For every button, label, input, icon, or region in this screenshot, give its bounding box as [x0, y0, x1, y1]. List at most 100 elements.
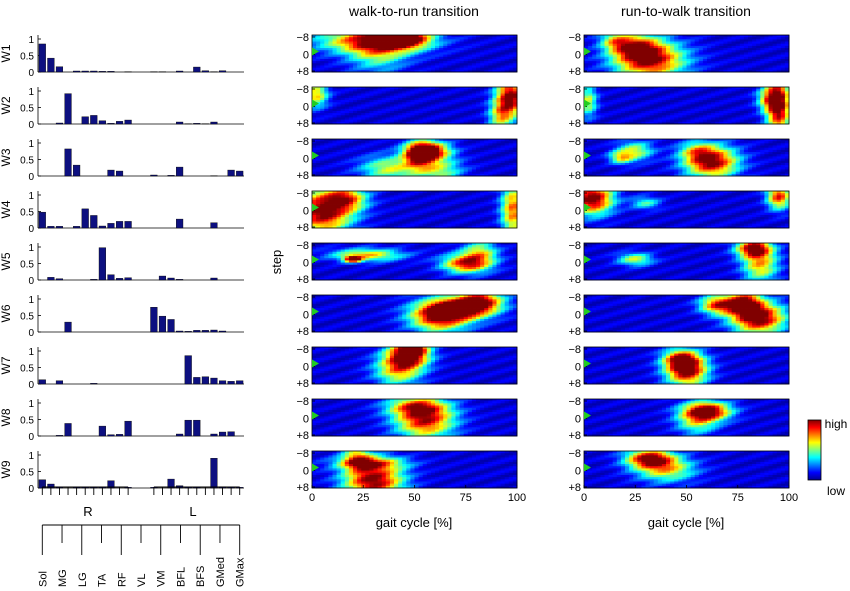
- heatmap-cell: [422, 50, 428, 53]
- heatmap-cell: [394, 50, 399, 53]
- heatmap-cell: [398, 52, 403, 55]
- heatmap-cell: [389, 48, 395, 51]
- heatmap-cell: [447, 65, 452, 69]
- heatmap-cell: [476, 35, 481, 38]
- heatmap-cell: [410, 39, 415, 42]
- heatmap-cell: [394, 52, 399, 55]
- heatmap-cell: [398, 61, 403, 64]
- heatmap-cell: [381, 87, 387, 90]
- bar-panel-label: W7: [0, 356, 13, 374]
- heatmap-cell: [312, 65, 317, 69]
- heatmap-cell: [394, 61, 399, 64]
- heatmap-cell: [455, 67, 460, 71]
- heatmap-cell: [451, 48, 456, 51]
- heatmap-cell: [418, 37, 424, 40]
- heatmap-cell: [312, 87, 317, 90]
- heatmap-cell: [320, 54, 325, 58]
- heatmap-cell: [484, 65, 489, 69]
- heatmap-cell: [467, 48, 473, 51]
- bar-y-tick-label: 1: [28, 191, 34, 202]
- heatmap-cell: [361, 45, 366, 49]
- heatmap-cell: [353, 39, 358, 42]
- heatmap-cell: [439, 39, 444, 42]
- weight-bar: [98, 225, 106, 229]
- heatmap-cell: [398, 48, 403, 51]
- heatmap-cell: [377, 58, 383, 62]
- heatmap-cell: [353, 56, 358, 60]
- heatmap-cell: [459, 37, 465, 40]
- heatmap-cell: [373, 35, 378, 38]
- heatmap-cell: [500, 69, 506, 73]
- heatmap-cell: [435, 52, 440, 55]
- heatmap-cell: [398, 56, 403, 60]
- heatmap-cell: [340, 43, 346, 47]
- heatmap-cell: [500, 48, 506, 51]
- heatmap-cell: [476, 65, 481, 69]
- heatmap-cell: [398, 43, 403, 47]
- heatmap-cell: [484, 56, 489, 60]
- heatmap-cell: [377, 63, 383, 66]
- heatmap-cell: [512, 35, 518, 38]
- heatmap-cell: [332, 50, 337, 53]
- heatmap-cell: [398, 65, 403, 69]
- heatmap-cell: [344, 41, 350, 45]
- heatmap-cell: [422, 65, 428, 69]
- heatmap-cell: [340, 50, 346, 53]
- heatmap-cell: [426, 56, 432, 60]
- heatmap-cell: [488, 35, 493, 38]
- heatmap-cell: [328, 43, 333, 47]
- step-tick-label: 0: [303, 50, 309, 62]
- heatmap-cell: [381, 58, 387, 62]
- heatmap-cell: [357, 39, 362, 42]
- heatmap-cell: [467, 63, 473, 66]
- heatmap-cell: [443, 61, 448, 64]
- weight-bar: [64, 93, 72, 125]
- heatmap-cell: [447, 45, 452, 49]
- heatmap-cell: [369, 61, 374, 64]
- heatmap-cell: [447, 39, 452, 42]
- heatmap-cell: [373, 37, 378, 40]
- heatmap-cell: [394, 54, 399, 58]
- heatmap-cell: [369, 69, 374, 73]
- heatmap-cell: [443, 69, 448, 73]
- heatmap-cell: [480, 48, 485, 51]
- weight-bar: [193, 123, 201, 125]
- heatmap-cell: [332, 65, 337, 69]
- heatmap-cell: [459, 56, 465, 60]
- heatmap-cell: [512, 67, 518, 71]
- bar-y-tick-label: 0: [28, 380, 34, 391]
- heatmap-cell: [410, 63, 415, 66]
- heatmap-cell: [467, 45, 473, 49]
- weight-bar: [73, 70, 81, 73]
- heatmap-cell: [373, 67, 378, 71]
- heatmap-cell: [443, 39, 448, 42]
- heatmap-cell: [353, 48, 358, 51]
- heatmap-cell: [369, 56, 374, 60]
- heatmap-cell: [402, 50, 407, 53]
- heatmap-cell: [385, 69, 391, 73]
- heatmap-cell: [414, 67, 419, 71]
- heatmap-cell: [414, 39, 419, 42]
- heatmap-cell: [348, 56, 354, 60]
- activation-heatmaps: −80+8−80+8−80+8−80+8−80+8−80+8−80+8−80+8…: [296, 32, 798, 504]
- heatmap-cell: [332, 48, 337, 51]
- heatmap-cell: [471, 43, 477, 47]
- heatmap-cell: [324, 65, 329, 69]
- heatmap-cell: [348, 61, 354, 64]
- heatmap-cell: [496, 63, 501, 66]
- heatmap-cell: [373, 43, 378, 47]
- heatmap-cell: [373, 41, 378, 45]
- heatmap-cell: [443, 35, 448, 38]
- heatmap-cell: [398, 87, 403, 90]
- heatmap-cell: [381, 52, 387, 55]
- weight-bar: [115, 170, 124, 177]
- heatmap-cell: [389, 41, 395, 45]
- heatmap-cell: [410, 58, 415, 62]
- heatmap-cell: [418, 58, 424, 62]
- heatmap-cell: [443, 43, 448, 47]
- heatmap-cell: [447, 58, 452, 62]
- heatmap-cell: [451, 54, 456, 58]
- heatmap-cell: [451, 65, 456, 69]
